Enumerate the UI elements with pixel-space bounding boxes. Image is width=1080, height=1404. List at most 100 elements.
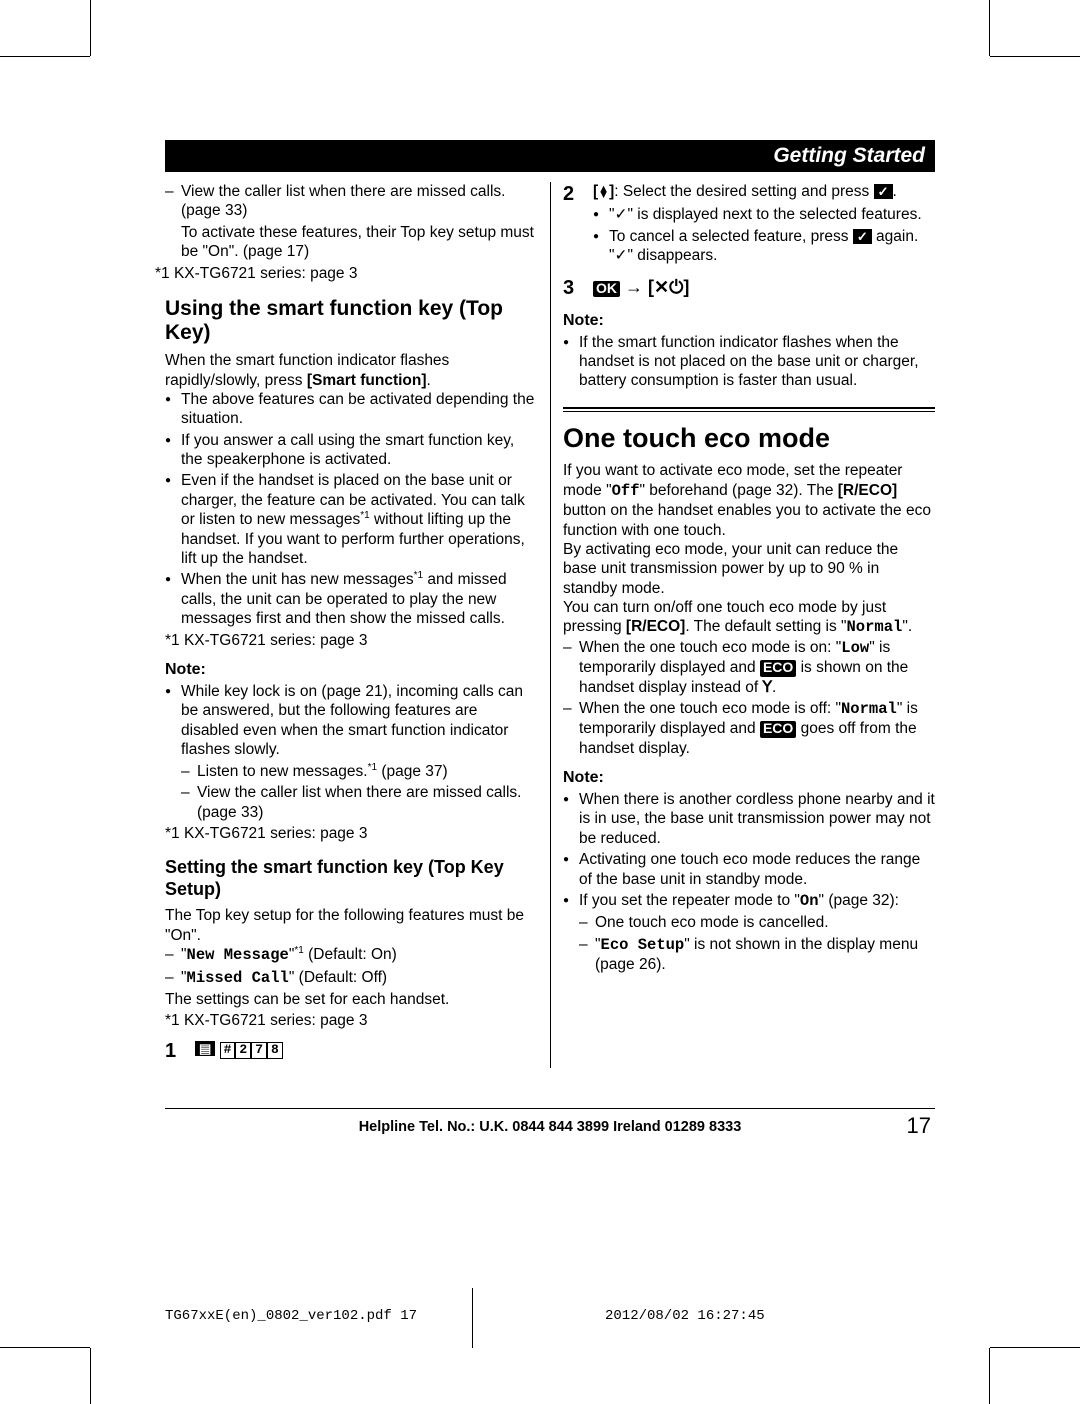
text: " beforehand (page 32). The <box>640 482 838 499</box>
check-icon: ✓ <box>874 184 893 199</box>
step-body: ▤ #278 <box>195 1039 538 1064</box>
right-column: 2 [▲▼]: Select the desired setting and p… <box>550 182 935 1068</box>
step-body: [▲▼]: Select the desired setting and pre… <box>593 182 935 268</box>
text: " (Default: Off) <box>289 969 387 986</box>
mono-text: Off <box>612 482 640 500</box>
paragraph: If you want to activate eco mode, set th… <box>563 461 935 540</box>
bracket: ] <box>683 277 689 297</box>
pdf-timestamp: 2012/08/02 16:27:45 <box>545 1308 765 1324</box>
superscript: *1 <box>414 570 423 581</box>
bullet-list: While key lock is on (page 21), incoming… <box>165 682 538 822</box>
dash-list: When the one touch eco mode is on: "Low"… <box>563 638 935 758</box>
arrow-text: → [ <box>620 277 654 297</box>
text: Listen to new messages. <box>197 763 368 780</box>
text: When the one touch eco mode is on: " <box>579 639 841 656</box>
key-label: [R/ECO] <box>626 618 685 635</box>
menu-icon: ▤ <box>195 1041 215 1056</box>
list-item: If you set the repeater mode to "On" (pa… <box>579 891 935 975</box>
mono-text: Normal <box>841 700 897 718</box>
section-divider <box>563 407 935 412</box>
text: . The default setting is " <box>685 618 846 635</box>
key-8: 8 <box>267 1042 283 1059</box>
dash-list: View the caller list when there are miss… <box>165 182 538 221</box>
mono-text: Missed Call <box>187 969 289 987</box>
eco-icon: ECO <box>760 721 796 737</box>
list-item: When there is another cordless phone nea… <box>579 790 935 848</box>
list-item: While key lock is on (page 21), incoming… <box>181 682 538 822</box>
text: button on the handset enables you to act… <box>563 502 931 538</box>
step-1: 1 ▤ #278 <box>165 1039 538 1064</box>
text: If you set the repeater mode to " <box>579 892 800 909</box>
text: (page 37) <box>377 763 448 780</box>
mono-text: New Message <box>187 946 289 964</box>
list-item: When the one touch eco mode is on: "Low"… <box>579 638 935 697</box>
mono-text: Low <box>841 639 869 657</box>
text: While key lock is on (page 21), incoming… <box>181 683 523 758</box>
helpline-text: Helpline Tel. No.: U.K. 0844 844 3899 Ir… <box>165 1113 935 1135</box>
footer: Helpline Tel. No.: U.K. 0844 844 3899 Ir… <box>165 1109 935 1135</box>
antenna-icon: 𝖸 <box>763 679 772 696</box>
superscript: *1 <box>294 945 303 956</box>
text: When the unit has new messages <box>181 572 414 589</box>
check-icon: ✓ <box>853 229 872 244</box>
bullet-list: If the smart function indicator flashes … <box>563 333 935 391</box>
dash-list: Listen to new messages.*1 (page 37) View… <box>181 762 538 822</box>
bullet-list: "✓" is displayed next to the selected fe… <box>593 205 935 265</box>
list-item: View the caller list when there are miss… <box>197 783 538 822</box>
meta-divider <box>472 1288 473 1348</box>
heading-eco-mode: One touch eco mode <box>563 422 935 456</box>
pdf-meta: TG67xxE(en)_0802_ver102.pdf 17 2012/08/0… <box>165 1308 935 1324</box>
note-label: Note: <box>165 660 538 680</box>
mono-text: Normal <box>847 618 903 636</box>
footnote: *1 KX-TG6721 series: page 3 <box>165 264 538 283</box>
two-columns: View the caller list when there are miss… <box>165 182 935 1068</box>
list-item: When the one touch eco mode is off: "Nor… <box>579 699 935 758</box>
hangup-icon: ✕⏻ <box>654 277 683 297</box>
text: . <box>772 679 776 696</box>
ok-icon: OK <box>593 281 620 297</box>
footnote: *1 KX-TG6721 series: page 3 <box>165 631 538 650</box>
key-label: [Smart function] <box>307 372 427 389</box>
list-item: "Eco Setup" is not shown in the display … <box>595 935 935 975</box>
list-item: Listen to new messages.*1 (page 37) <box>197 762 538 782</box>
step-number: 1 <box>165 1039 195 1064</box>
heading-smart-function: Using the smart function key (Top Key) <box>165 297 538 345</box>
dash-list: One touch eco mode is cancelled. "Eco Se… <box>579 913 935 974</box>
bullet-list: The above features can be activated depe… <box>165 390 538 629</box>
list-item: "✓" is displayed next to the selected fe… <box>609 205 935 224</box>
mono-text: Eco Setup <box>601 936 685 954</box>
list-item: "New Message"*1 (Default: On) <box>181 945 538 966</box>
page-content: Getting Started View the caller list whe… <box>165 140 935 1135</box>
step-body: OK → [✕⏻] <box>593 276 935 301</box>
step-3: 3 OK → [✕⏻] <box>563 276 935 301</box>
heading-top-key-setup: Setting the smart function key (Top Key … <box>165 857 538 900</box>
eco-icon: ECO <box>760 660 796 676</box>
text: When the one touch eco mode is off: " <box>579 700 841 717</box>
list-item: The above features can be activated depe… <box>181 390 538 429</box>
list-item: One touch eco mode is cancelled. <box>595 913 935 932</box>
note-label: Note: <box>563 311 935 331</box>
key-7: 7 <box>251 1042 267 1059</box>
paragraph: When the smart function indicator flashe… <box>165 351 538 390</box>
list-item: Activating one touch eco mode reduces th… <box>579 850 935 889</box>
paragraph: To activate these features, their Top ke… <box>165 223 538 262</box>
paragraph: By activating eco mode, your unit can re… <box>563 540 935 598</box>
step-number: 2 <box>563 182 593 268</box>
step-2: 2 [▲▼]: Select the desired setting and p… <box>563 182 935 268</box>
text: ". <box>902 618 912 635</box>
page-number: 17 <box>907 1113 931 1139</box>
section-header: Getting Started <box>165 140 935 172</box>
footnote: *1 KX-TG6721 series: page 3 <box>165 824 538 843</box>
dash-list: "New Message"*1 (Default: On) "Missed Ca… <box>165 945 538 988</box>
list-item: View the caller list when there are miss… <box>181 182 538 221</box>
text: (Default: On) <box>304 946 397 963</box>
paragraph: The Top key setup for the following feat… <box>165 906 538 945</box>
paragraph: The settings can be set for each handset… <box>165 990 538 1009</box>
key-2: 2 <box>235 1042 251 1059</box>
text: To cancel a selected feature, press <box>609 228 853 245</box>
footnote: *1 KX-TG6721 series: page 3 <box>165 1011 538 1030</box>
left-column: View the caller list when there are miss… <box>165 182 550 1068</box>
text: : Select the desired setting and press <box>614 183 873 200</box>
pdf-filename: TG67xxE(en)_0802_ver102.pdf 17 <box>165 1308 545 1324</box>
list-item: When the unit has new messages*1 and mis… <box>181 570 538 628</box>
